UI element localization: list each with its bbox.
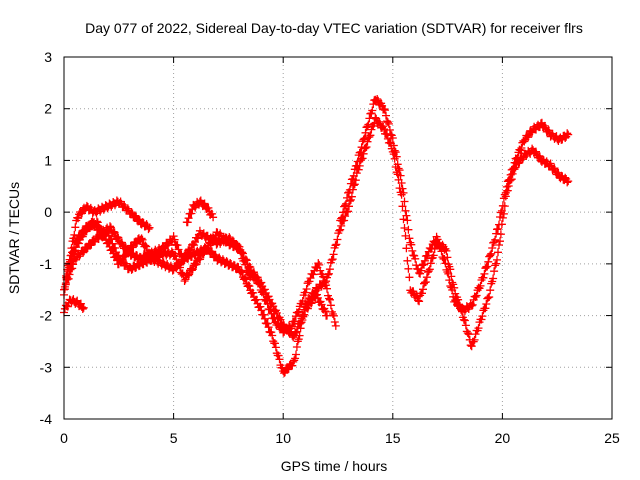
x-tick-label: 25 <box>604 430 620 446</box>
x-tick-label: 5 <box>170 430 178 446</box>
y-tick-label: 1 <box>44 152 52 168</box>
series-track-5 <box>336 95 573 316</box>
series-markers <box>336 95 573 316</box>
series-markers <box>182 196 218 227</box>
chart-title: Day 077 of 2022, Sidereal Day-to-day VTE… <box>85 20 583 36</box>
y-tick-label: 0 <box>44 204 52 220</box>
y-tick-label: -1 <box>40 256 53 272</box>
x-axis-title: GPS time / hours <box>281 458 388 474</box>
y-tick-label: -3 <box>40 359 53 375</box>
x-tick-label: 15 <box>385 430 401 446</box>
y-axis-title: SDTVAR / TECUs <box>6 182 22 294</box>
x-tick-label: 20 <box>495 430 511 446</box>
x-tick-label: 10 <box>275 430 291 446</box>
data-layer <box>60 95 573 378</box>
series-track-4 <box>62 217 331 342</box>
series-markers <box>62 217 331 342</box>
y-tick-label: 2 <box>44 101 52 117</box>
x-tick-label: 0 <box>60 430 68 446</box>
y-tick-label: 3 <box>44 49 52 65</box>
axes: 0 5 10 15 20 25 -4 -3 -2 -1 0 1 2 3 <box>40 49 620 446</box>
y-tick-label: -2 <box>40 308 53 324</box>
y-tick-label: -4 <box>40 411 53 427</box>
plot-frame <box>63 56 613 420</box>
series-track-7 <box>182 196 218 227</box>
